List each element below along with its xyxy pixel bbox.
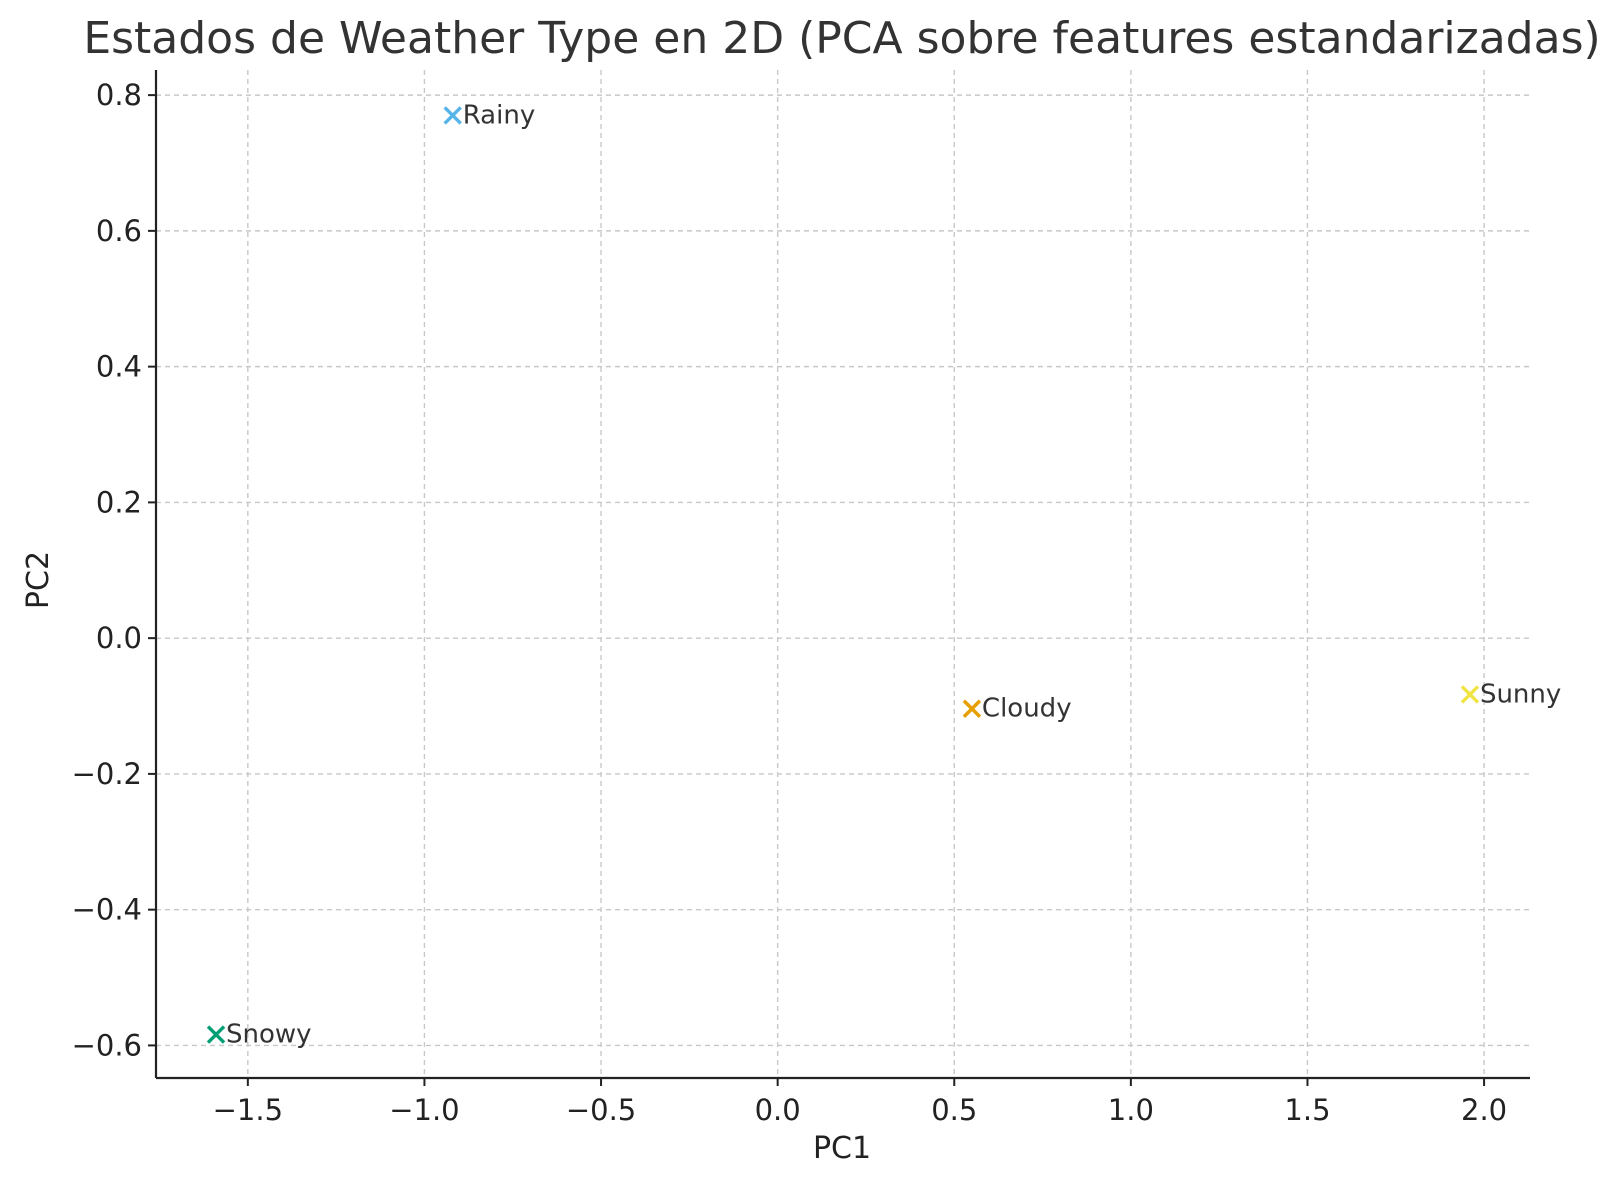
point-label: Snowy [226,1020,312,1050]
x-tick-label: 0.0 [755,1093,801,1127]
y-tick-label: 0.6 [96,214,142,248]
y-tick-label: −0.4 [72,893,142,927]
point-marker-stroke [443,106,462,125]
y-tick-label: 0.0 [96,621,142,655]
y-axis-ticks: −0.6 −0.4 −0.2 0.0 0.2 0.4 0.6 0.8 [72,78,156,1062]
grid [156,70,1530,1078]
x-tick-label: 0.5 [931,1093,977,1127]
x-axis-ticks: −1.5 −1.0 −0.5 0.0 0.5 1.0 1.5 2.0 [213,1078,1507,1127]
y-tick-label: 0.2 [96,485,142,519]
chart-title: Estados de Weather Type en 2D (PCA sobre… [83,13,1600,64]
point-label: Cloudy [982,694,1072,724]
x-tick-label: −1.0 [389,1093,459,1127]
point-marker-stroke [206,1025,226,1044]
x-axis-label: PC1 [813,1131,871,1166]
point-marker-stroke [1460,685,1480,704]
y-tick-label: 0.8 [96,78,142,112]
x-tick-label: 1.5 [1284,1093,1330,1127]
y-tick-label: −0.6 [72,1028,142,1062]
data-point-rainy: Rainy [443,100,536,130]
y-tick-label: −0.2 [72,757,142,791]
x-tick-label: −0.5 [566,1093,636,1127]
x-tick-label: 1.0 [1108,1093,1154,1127]
y-tick-label: 0.4 [96,350,142,384]
data-points: Rainy Cloudy Sunny Snowy [206,100,1561,1050]
data-point-cloudy: Cloudy [962,694,1072,724]
x-tick-label: 2.0 [1461,1093,1507,1127]
point-marker-stroke [962,699,982,718]
data-point-sunny: Sunny [1460,679,1561,709]
point-label: Rainy [463,100,536,130]
x-tick-label: −1.5 [213,1093,283,1127]
point-label: Sunny [1480,679,1561,709]
data-point-snowy: Snowy [206,1020,312,1050]
y-axis-label: PC2 [21,551,56,609]
axes-spines [154,70,1530,1080]
